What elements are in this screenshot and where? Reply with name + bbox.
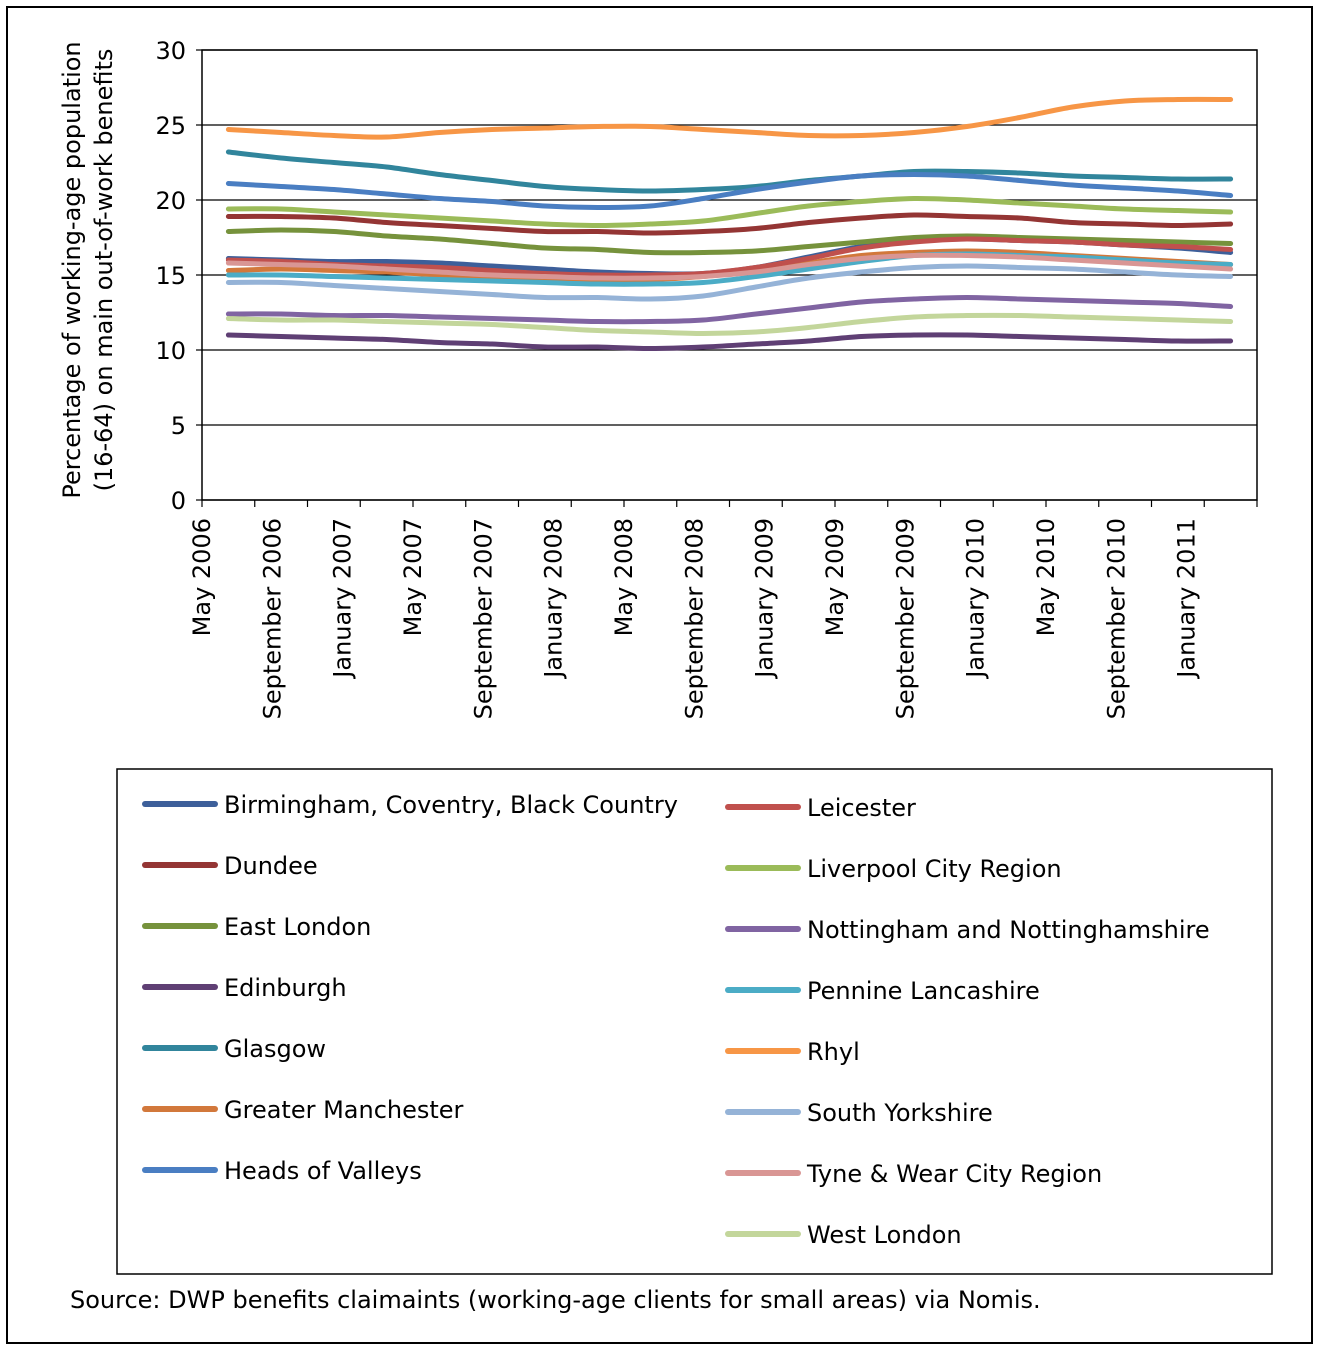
x-tick-label: January 2008 <box>540 518 568 680</box>
x-tick-label: May 2008 <box>610 518 638 636</box>
x-tick-label: May 2010 <box>1032 518 1060 636</box>
legend-label: Birmingham, Coventry, Black Country <box>224 791 678 819</box>
legend-label: Pennine Lancashire <box>807 977 1040 1005</box>
series-line <box>225 227 1234 256</box>
series-line <box>225 172 1234 210</box>
y-axis-title-line: (16-64) on main out-of-work benefits <box>90 49 118 492</box>
y-axis-title-line: Percentage of working-age population <box>58 41 86 498</box>
x-tick-label: September 2009 <box>891 518 919 719</box>
legend-label: Greater Manchester <box>224 1096 464 1124</box>
chart-frame <box>6 6 1313 1344</box>
series-line <box>225 295 1234 325</box>
x-tick-label: January 2010 <box>962 518 990 680</box>
y-tick-label: 0 <box>171 487 186 515</box>
source-note: Source: DWP benefits claimaints (working… <box>70 1286 1041 1314</box>
x-tick-label: January 2011 <box>1173 518 1201 680</box>
x-tick-label: January 2007 <box>329 518 357 680</box>
legend <box>116 768 1273 1275</box>
legend-label: Tyne & Wear City Region <box>806 1160 1102 1188</box>
legend-items: Birmingham, Coventry, Black Country Dunde… <box>142 791 1210 1249</box>
series-line <box>225 251 1234 287</box>
y-axis: 0 5 10 15 20 25 30 <box>155 37 202 515</box>
legend-label: Nottingham and Nottinghamshire <box>807 916 1210 944</box>
legend-label: South Yorkshire <box>807 1099 993 1127</box>
legend-label: Heads of Valleys <box>224 1157 422 1185</box>
y-tick-label: 30 <box>155 37 186 65</box>
x-axis: May 2006 September 2006 January 2007 May 20… <box>188 500 1258 719</box>
x-tick-label: May 2009 <box>821 518 849 636</box>
x-tick-label: May 2007 <box>399 518 427 636</box>
series-line <box>225 263 1234 302</box>
series-lines <box>225 96 1234 351</box>
legend-label: Liverpool City Region <box>807 855 1062 883</box>
x-tick-label: May 2006 <box>188 518 216 636</box>
legend-label: Glasgow <box>224 1035 326 1063</box>
y-tick-label: 20 <box>155 187 186 215</box>
legend-label: East London <box>224 913 371 941</box>
x-tick-label: September 2007 <box>469 518 497 719</box>
series-line <box>225 212 1234 236</box>
x-tick-label: September 2008 <box>680 518 708 719</box>
y-tick-label: 5 <box>171 412 186 440</box>
y-tick-label: 15 <box>155 262 186 290</box>
y-axis-title: Percentage of working-age population (16-… <box>58 41 118 498</box>
series-line <box>225 149 1234 194</box>
y-tick-label: 10 <box>155 337 186 365</box>
x-tick-label: September 2010 <box>1102 518 1130 719</box>
x-tick-label: January 2009 <box>751 518 779 680</box>
legend-label: Leicester <box>807 794 916 822</box>
legend-label: Edinburgh <box>224 974 347 1002</box>
series-line <box>225 332 1234 351</box>
series-line <box>225 96 1234 140</box>
legend-label: West London <box>807 1221 962 1249</box>
legend-label: Dundee <box>224 852 318 880</box>
x-tick-label: September 2006 <box>258 518 286 719</box>
series-line <box>225 195 1234 228</box>
series-line <box>225 236 1234 278</box>
legend-label: Rhyl <box>807 1038 860 1066</box>
y-tick-label: 25 <box>155 112 186 140</box>
series-line <box>225 312 1234 336</box>
series-line <box>225 252 1234 281</box>
